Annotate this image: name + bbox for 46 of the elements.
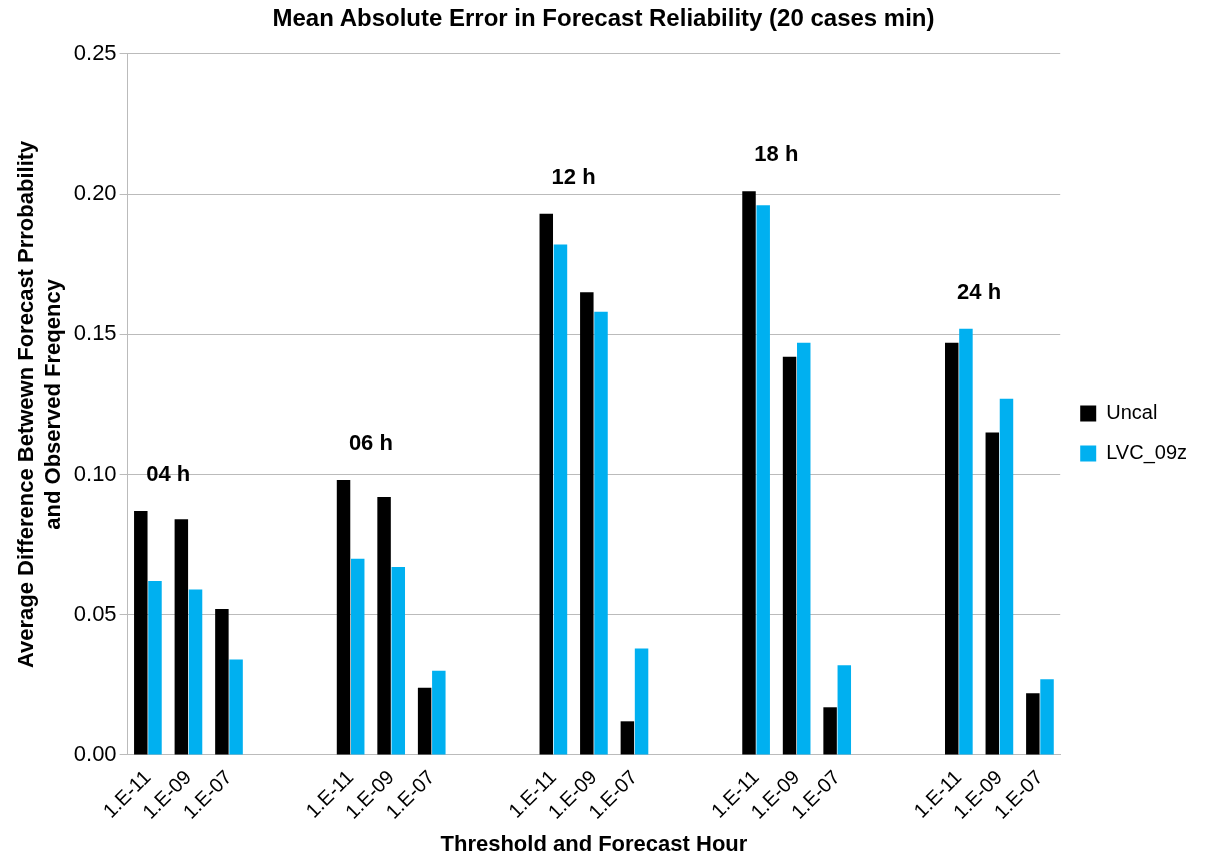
y-tick-label: 0.25 (73, 39, 117, 65)
bar (134, 510, 148, 755)
bar (985, 432, 1000, 755)
annotation: 18 h (754, 141, 799, 167)
chart-title: Mean Absolute Error in Forecast Reliability (20 cases min) (272, 4, 935, 32)
bar (391, 567, 406, 755)
bar (1026, 693, 1040, 755)
x-axis-title: Threshold and Forecast Hour (440, 830, 748, 856)
bar (756, 205, 770, 755)
annotation: 24 h (957, 278, 1002, 304)
bar (797, 342, 811, 755)
annotation: 12 h (551, 163, 596, 189)
y-tick-label: 0.00 (73, 741, 117, 767)
bar (215, 609, 229, 755)
bar (742, 191, 756, 755)
bar (945, 342, 959, 755)
bar (823, 707, 837, 755)
y-tick-label: 0.20 (73, 180, 117, 206)
bar (594, 311, 608, 755)
y-tick-label: 0.10 (73, 460, 117, 486)
bar (620, 721, 635, 755)
y-axis-title: Average Difference Betwewn Forecast Prrobability and Observed Freqency (13, 139, 65, 669)
bar (432, 670, 446, 755)
annotation: 04 h (146, 461, 191, 487)
bar (350, 558, 365, 755)
legend-label: LVC_09z (1106, 441, 1188, 465)
bar (417, 687, 432, 755)
bar (553, 244, 568, 755)
bar (174, 519, 189, 755)
y-tick-label: 0.05 (73, 600, 117, 626)
bar (837, 665, 852, 755)
bar (634, 648, 649, 755)
bar (229, 659, 243, 755)
bar (782, 356, 797, 755)
bar (999, 398, 1014, 755)
annotation: 06 h (348, 430, 393, 456)
bar (959, 328, 973, 755)
bar (336, 480, 351, 755)
bar (1040, 679, 1054, 755)
bar (188, 589, 203, 755)
legend-label: Uncal (1106, 401, 1158, 424)
bar (539, 213, 554, 755)
bar (148, 581, 162, 755)
bar (377, 496, 391, 755)
bar (580, 292, 594, 755)
y-tick-label: 0.15 (73, 320, 117, 346)
